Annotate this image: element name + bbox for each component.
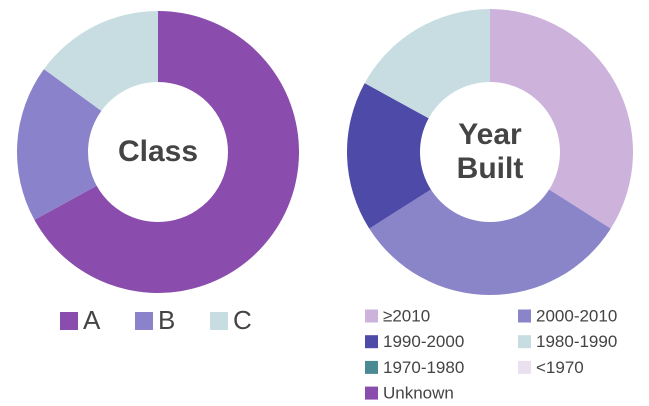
legend-label: 1980-1990	[536, 332, 617, 351]
legend-swatch	[365, 386, 378, 400]
legend-swatch	[60, 312, 78, 330]
legend-label: 1970-1980	[383, 358, 464, 377]
legend-swatch	[365, 360, 378, 374]
legend-swatch	[518, 309, 531, 323]
legend-label: ≥2010	[383, 306, 430, 325]
legend-swatch	[518, 335, 531, 349]
donut-slice	[369, 189, 611, 295]
center-title: Year Built	[456, 118, 524, 185]
legend-label: 2000-2010	[536, 306, 617, 325]
legend-swatch	[135, 312, 153, 330]
legend-label: B	[158, 305, 175, 335]
center-title: Class	[117, 135, 199, 168]
legend-label: <1970	[536, 358, 584, 377]
legend-label: A	[83, 305, 101, 335]
donut-slice	[34, 11, 299, 294]
donut-slice	[43, 10, 158, 111]
legend-swatch	[210, 312, 228, 330]
donut-slice	[364, 9, 490, 119]
legend-swatch	[365, 309, 378, 323]
legend-swatch	[518, 360, 531, 374]
legend-swatch	[365, 335, 378, 349]
legend-label: Unknown	[383, 384, 454, 403]
donut-slice	[346, 83, 431, 229]
donut-slice	[490, 9, 633, 229]
legend-label: C	[233, 305, 252, 335]
legend-label: 1990-2000	[383, 332, 464, 351]
donut-slice	[16, 69, 102, 220]
